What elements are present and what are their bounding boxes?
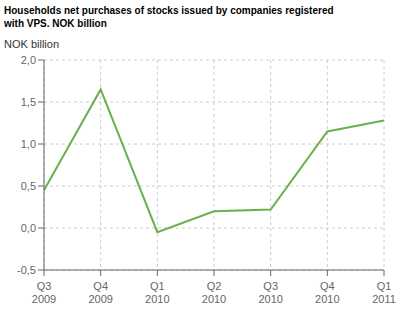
svg-text:0,5: 0,5: [21, 180, 36, 192]
svg-text:Q42010: Q42010: [315, 280, 339, 305]
svg-text:Q12010: Q12010: [145, 280, 169, 305]
html-text:Households net purchases of st: Households net purchases of stocks issue…: [4, 5, 334, 16]
svg-text:1,5: 1,5: [21, 96, 36, 108]
svg-text:Q22010: Q22010: [202, 280, 226, 305]
svg-text:Q12011: Q12011: [372, 280, 392, 305]
svg-text:Q42009: Q42009: [88, 280, 112, 305]
svg-text:0,0: 0,0: [21, 222, 36, 234]
html-text:with VPS. NOK billion: with VPS. NOK billion: [4, 18, 107, 29]
html-text:NOK billion: NOK billion: [4, 38, 59, 50]
svg-text:1,0: 1,0: [21, 138, 36, 150]
svg-text:2,0: 2,0: [21, 54, 36, 66]
svg-text:Q32010: Q32010: [258, 280, 282, 305]
svg-text:-0,5: -0,5: [17, 264, 36, 276]
svg-text:Q32009: Q32009: [32, 280, 56, 305]
